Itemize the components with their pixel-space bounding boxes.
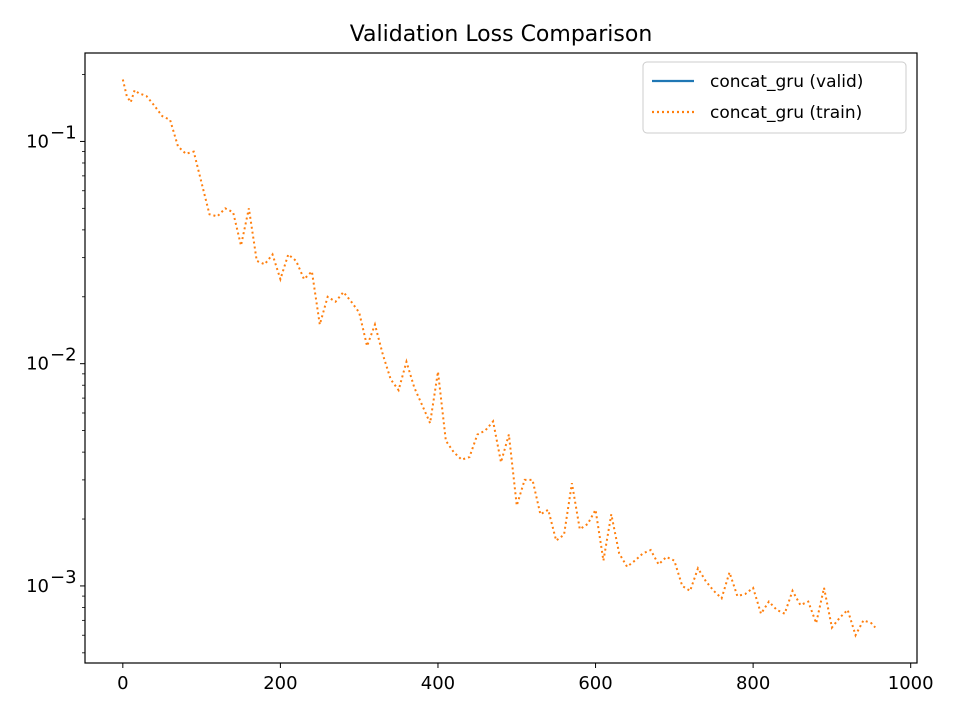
legend-box: [642, 61, 907, 134]
x-tick-label: 1000: [888, 673, 934, 694]
legend: concat_gru (valid) concat_gru (train): [642, 61, 907, 134]
chart-title: Validation Loss Comparison: [350, 22, 653, 47]
x-tick-label: 400: [421, 673, 455, 694]
plot-area: [85, 53, 917, 663]
y-tick-label-exponent: −2: [50, 345, 77, 366]
x-tick-label: 600: [578, 673, 612, 694]
y-tick-label-exponent: −1: [50, 122, 77, 143]
legend-label-1: concat_gru (train): [710, 103, 862, 123]
series-layer: [121, 79, 876, 638]
legend-label-0: concat_gru (valid): [710, 72, 863, 92]
x-tick-label: 200: [263, 673, 297, 694]
y-tick-label: 10: [26, 131, 49, 152]
x-tick-label: 0: [117, 673, 128, 694]
axes-frame: [84, 52, 918, 664]
y-tick-label: 10: [26, 576, 49, 597]
y-tick-label-exponent: −3: [50, 567, 77, 588]
series-line-1: [121, 79, 876, 638]
x-tick-label: 800: [736, 673, 770, 694]
y-tick-label: 10: [26, 354, 49, 375]
